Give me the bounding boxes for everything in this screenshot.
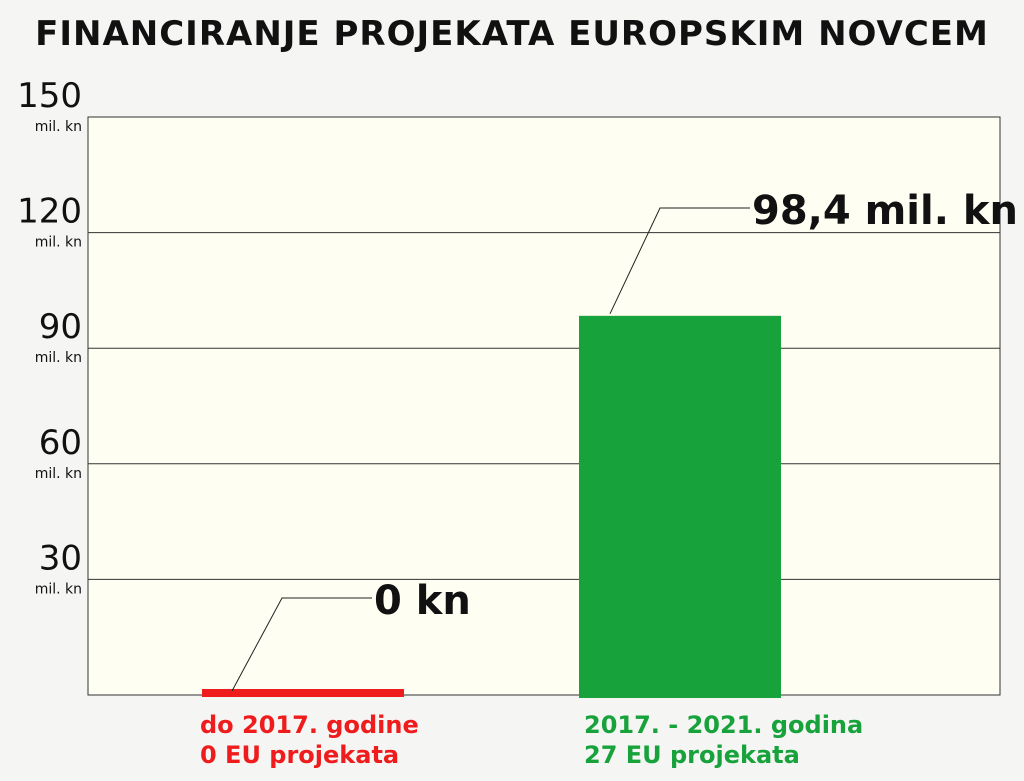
y-tick-label-120: 120 — [17, 192, 82, 232]
y-tick-label-30: 30 — [39, 538, 82, 578]
value-label-second: 98,4 mil. kn — [752, 188, 1018, 234]
category-period-second: 2017. - 2021. godina — [584, 711, 864, 739]
y-tick-unit-150: mil. kn — [35, 119, 82, 135]
bar-first — [202, 689, 404, 697]
y-tick-unit-90: mil. kn — [35, 350, 82, 366]
plot-area — [87, 116, 1001, 696]
category-label-first: do 2017. godine 0 EU projekata — [200, 710, 419, 770]
y-tick-unit-60: mil. kn — [35, 466, 82, 482]
y-tick-label-60: 60 — [39, 423, 82, 463]
y-tick-label-90: 90 — [39, 307, 82, 347]
callout-line-second — [609, 207, 750, 315]
y-tick-unit-30: mil. kn — [35, 581, 82, 597]
category-period-first: do 2017. godine — [200, 711, 419, 739]
category-projects-first: 0 EU projekata — [200, 741, 400, 769]
y-tick-unit-120: mil. kn — [35, 235, 82, 251]
y-tick-label-150: 150 — [17, 76, 82, 116]
category-projects-second: 27 EU projekata — [584, 741, 800, 769]
chart-title: FINANCIRANJE PROJEKATA EUROPSKIM NOVCEM — [35, 14, 989, 54]
callout-line-first — [231, 597, 372, 692]
bar-second — [579, 315, 781, 698]
value-label-first: 0 kn — [374, 578, 471, 624]
category-label-second: 2017. - 2021. godina 27 EU projekata — [584, 710, 863, 770]
